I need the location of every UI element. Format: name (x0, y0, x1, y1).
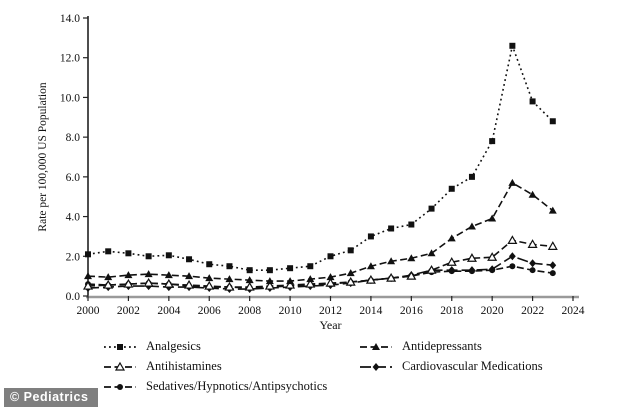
y-axis-title: Rate per 100,000 US Population (37, 82, 49, 231)
x-tick-label: 2002 (117, 305, 140, 317)
antidepressants-marker-icon (360, 342, 392, 350)
y-tick-label: 14.0 (60, 13, 80, 25)
series-antidepressants (84, 178, 557, 285)
legend-item-analgesics: Analgesics (103, 340, 359, 353)
y-tick-label: 2.0 (66, 251, 81, 263)
chart-legend: Analgesics Antidepressants Antihistamines C… (103, 340, 629, 393)
cardiovascular-medications-marker-icon (360, 362, 392, 371)
x-axis: 2000 2002 2004 2006 2008 2010 2012 2014 2016 2018… (77, 296, 585, 317)
series-analgesics (85, 42, 556, 274)
chart-canvas: 0.0 2.0 4.0 6.0 8.0 10.0 12.0 14.0 Rate per 100,… (37, 13, 585, 332)
axes (86, 16, 579, 299)
legend-item-antihistamines: Antihistamines (103, 360, 359, 373)
legend-item-cardiovascular-medications: Cardiovascular Medications (359, 360, 629, 373)
y-tick-label: 6.0 (66, 172, 81, 184)
legend-item-antidepressants: Antidepressants (359, 340, 629, 353)
y-tick-label: 8.0 (66, 132, 81, 144)
x-tick-label: 2010 (279, 305, 302, 317)
x-tick-label: 2020 (481, 305, 504, 317)
x-tick-label: 2008 (238, 305, 261, 317)
legend-label: Cardiovascular Medications (402, 359, 543, 373)
y-axis: 0.0 2.0 4.0 6.0 8.0 10.0 12.0 14.0 (60, 13, 88, 303)
y-tick-label: 4.0 (66, 212, 81, 224)
x-tick-label: 2004 (157, 305, 180, 317)
legend-item-sedatives-hypnotics-antipsychotics: Sedatives/Hypnotics/Antipsychotics (103, 380, 359, 393)
legend-label: Antihistamines (146, 359, 222, 373)
legend-label: Antidepressants (402, 339, 482, 353)
sedatives-hypnotics-antipsychotics-marker-icon (104, 383, 136, 390)
x-tick-label: 2014 (359, 305, 382, 317)
legend-label: Analgesics (146, 339, 201, 353)
watermark-badge: © Pediatrics (4, 388, 99, 407)
x-tick-label: 2022 (521, 305, 544, 317)
x-tick-label: 2006 (198, 305, 221, 317)
x-tick-label: 2024 (562, 305, 585, 317)
x-tick-label: 2000 (77, 305, 100, 317)
y-tick-label: 0.0 (66, 291, 81, 303)
x-tick-label: 2016 (400, 305, 423, 317)
y-tick-label: 10.0 (60, 92, 80, 104)
series-antihistamines (82, 235, 558, 291)
x-axis-title: Year (319, 318, 341, 332)
watermark-text: © Pediatrics (10, 390, 89, 404)
legend-label: Sedatives/Hypnotics/Antipsychotics (146, 379, 328, 393)
x-tick-label: 2012 (319, 305, 342, 317)
antihistamines-marker-icon (104, 361, 136, 371)
x-tick-label: 2018 (440, 305, 463, 317)
y-tick-label: 12.0 (60, 53, 80, 65)
analgesics-marker-icon (104, 343, 136, 350)
line-chart: 0.0 2.0 4.0 6.0 8.0 10.0 12.0 14.0 Rate per 100,… (37, 13, 585, 332)
